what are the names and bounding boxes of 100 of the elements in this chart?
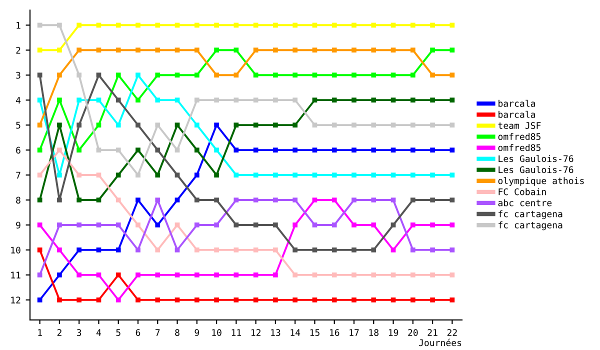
point [332, 48, 337, 53]
point [96, 272, 102, 278]
point [390, 72, 396, 78]
point [390, 222, 396, 228]
legend-label: omfred85 [498, 144, 540, 152]
x-tick-label: 10 [212, 329, 222, 336]
x-tick-label: 12 [251, 329, 260, 336]
legend-label: barcala [498, 100, 535, 107]
point [273, 48, 278, 53]
y-tick-label: 10 [11, 246, 20, 254]
point [96, 98, 102, 103]
point [273, 222, 278, 228]
point [96, 297, 102, 302]
point [174, 72, 180, 78]
x-tick-label: 8 [175, 329, 180, 336]
point [410, 122, 416, 128]
point [234, 297, 239, 302]
point [214, 172, 219, 178]
point [174, 172, 180, 178]
point [390, 198, 396, 202]
point [76, 272, 82, 278]
point [174, 297, 180, 302]
point [312, 22, 318, 28]
point [234, 198, 239, 202]
point [273, 148, 278, 152]
point [234, 48, 239, 53]
point [430, 148, 435, 152]
point [194, 22, 200, 28]
point [234, 148, 239, 152]
point [96, 198, 102, 202]
point [312, 122, 318, 128]
point [253, 148, 258, 152]
point [332, 272, 337, 278]
point [253, 297, 258, 302]
point [136, 272, 140, 278]
point [390, 22, 396, 28]
point [410, 48, 416, 53]
point [234, 272, 239, 278]
point [332, 248, 337, 252]
point [390, 122, 396, 128]
point [57, 148, 62, 152]
point [174, 22, 180, 28]
point [273, 22, 278, 28]
point [312, 248, 318, 252]
x-tick-label: 11 [232, 329, 242, 336]
point [253, 98, 258, 103]
point [37, 22, 42, 28]
point [273, 98, 278, 103]
legend-label: Les Gaulois-76 [498, 155, 574, 162]
point [214, 297, 219, 302]
point [410, 297, 416, 302]
point [37, 48, 42, 53]
point [430, 22, 435, 28]
point [155, 198, 160, 202]
point [352, 272, 356, 278]
point [352, 148, 356, 152]
x-tick-label: 21 [428, 329, 438, 336]
point [273, 198, 278, 202]
point [37, 297, 42, 302]
x-tick-label: 18 [369, 329, 378, 336]
point [76, 48, 82, 53]
point [390, 98, 396, 103]
point [253, 72, 258, 78]
point [371, 48, 376, 53]
point [332, 22, 337, 28]
x-tick-label: 20 [408, 329, 418, 336]
point [410, 148, 416, 152]
point [332, 122, 337, 128]
point [332, 198, 337, 202]
x-tick-label: 5 [116, 329, 120, 336]
point [371, 122, 376, 128]
point [234, 72, 239, 78]
point [194, 72, 200, 78]
point [76, 248, 82, 252]
x-tick-label: 22 [447, 329, 457, 336]
point [450, 98, 455, 103]
x-tick-label: 17 [350, 329, 359, 336]
point [214, 248, 219, 252]
point [174, 48, 180, 53]
legend-label: team JSF [498, 122, 541, 129]
point [174, 272, 180, 278]
point [450, 297, 455, 302]
point [312, 172, 318, 178]
point [136, 72, 140, 78]
point [57, 198, 62, 202]
point [57, 122, 62, 128]
y-tick-label: 9 [16, 222, 20, 229]
y-tick-label: 1 [16, 22, 20, 29]
point [116, 72, 121, 78]
point [96, 22, 102, 28]
point [312, 48, 318, 53]
point [410, 198, 416, 202]
y-tick-label: 4 [16, 96, 21, 104]
x-tick-label: 1 [38, 329, 42, 336]
y-tick-label: 12 [11, 296, 20, 304]
point [371, 222, 376, 228]
point [57, 72, 62, 78]
legend-label: omfred85 [498, 133, 540, 140]
point [312, 297, 318, 302]
legend-label: fc cartagena [498, 221, 562, 230]
